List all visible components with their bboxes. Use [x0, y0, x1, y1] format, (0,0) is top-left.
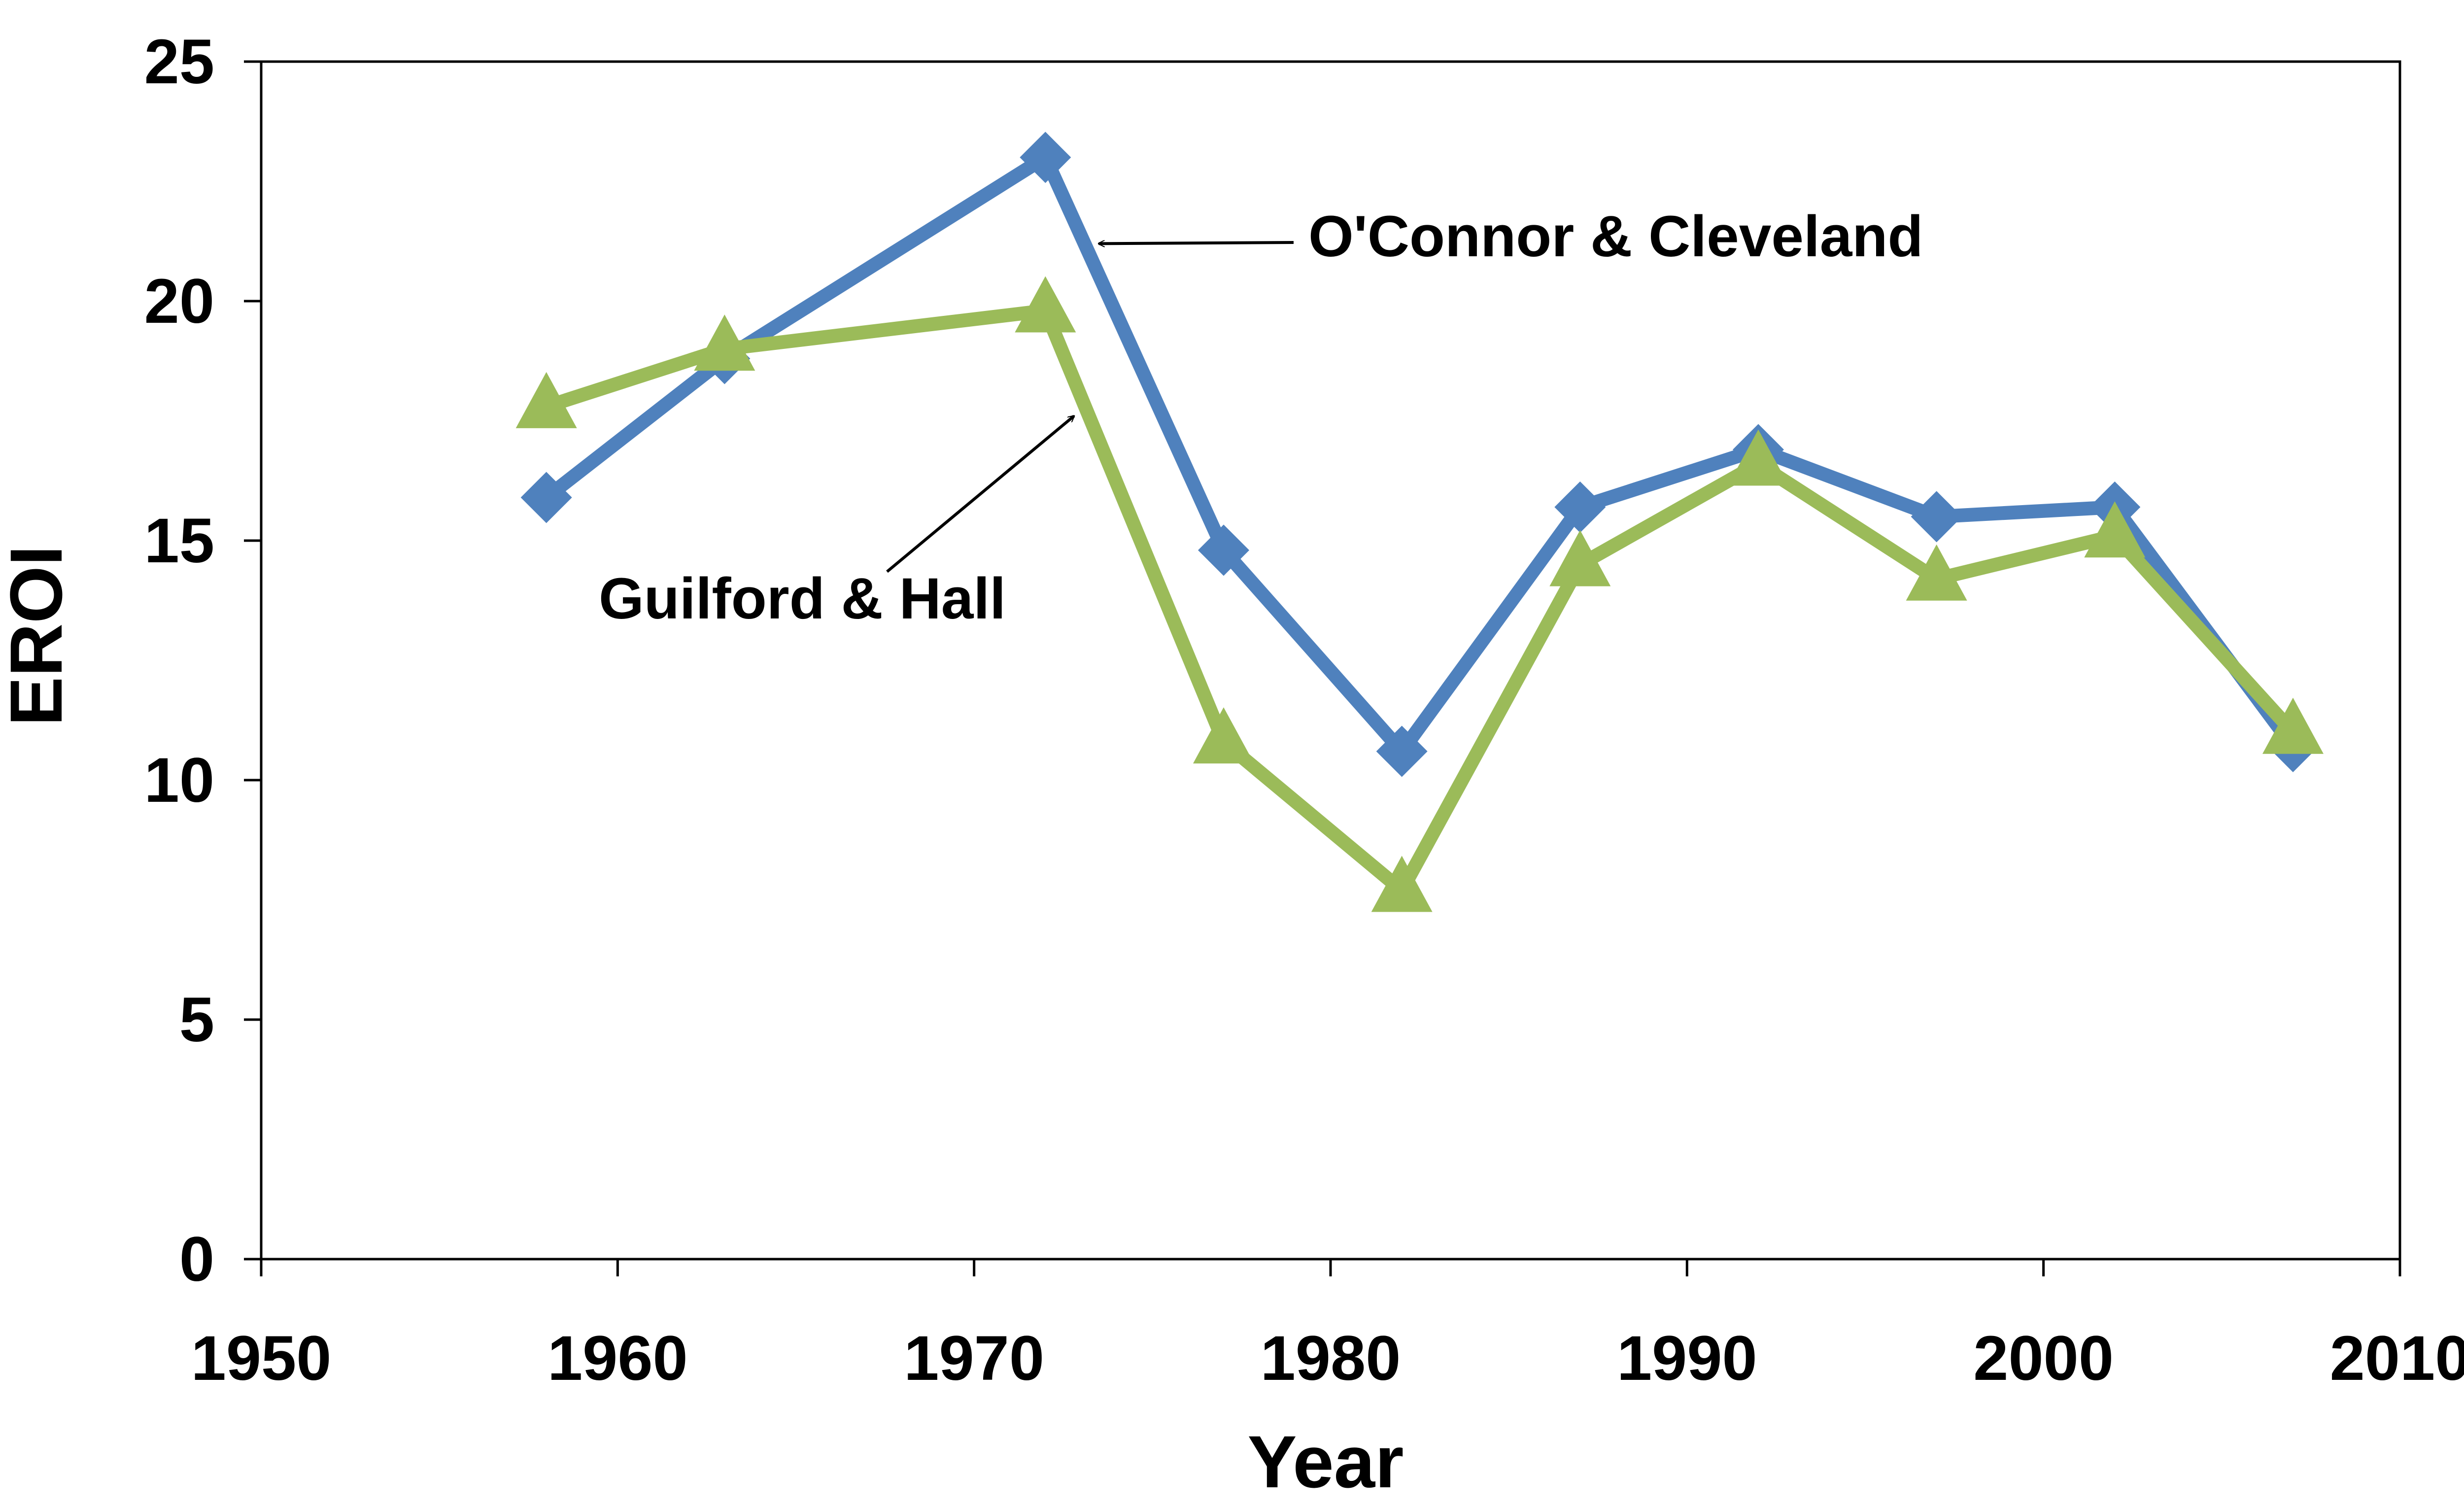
- data-point-triangle: [1015, 276, 1076, 333]
- data-point-diamond: [1198, 524, 1249, 576]
- x-tick-label: 1980: [1261, 1323, 1401, 1394]
- data-point-diamond: [1911, 491, 1962, 543]
- series-line: [539, 150, 2300, 758]
- series-line: [539, 304, 2300, 897]
- data-point-diamond: [1376, 725, 1428, 777]
- y-tick-label: 0: [179, 1224, 214, 1295]
- axes-layer: 0 5 10 15 20 25 1950 1960 1970 1980 1990 2000 2010: [144, 27, 2464, 1394]
- data-point-triangle: [2084, 501, 2146, 558]
- data-point-triangle: [1906, 544, 1967, 601]
- x-tick-label: 1960: [548, 1323, 688, 1394]
- x-tick-label: 2000: [1973, 1323, 2114, 1394]
- series-2: [515, 276, 2324, 912]
- data-point-triangle: [1371, 856, 1433, 912]
- annotation-label: O'Connor & Cleveland: [1308, 204, 1923, 269]
- data-point-triangle: [1549, 530, 1611, 586]
- data-point-triangle: [694, 314, 755, 371]
- y-tick-label: 10: [144, 745, 214, 816]
- data-point-diamond: [1020, 132, 1071, 183]
- x-tick-label: 1950: [191, 1323, 332, 1394]
- x-tick-label: 2010: [2330, 1323, 2464, 1394]
- annotation-arrow: [1099, 242, 1294, 243]
- data-point-diamond: [520, 472, 572, 523]
- data-point-triangle: [515, 372, 577, 428]
- annotations-layer: O'Connor & Cleveland Guilford & Hall: [599, 204, 1923, 631]
- y-tick-label: 25: [144, 27, 214, 97]
- data-point-triangle: [2262, 697, 2324, 754]
- y-tick-label: 5: [179, 985, 214, 1055]
- data-point-triangle: [1728, 429, 1789, 486]
- x-tick-label: 1990: [1617, 1323, 1757, 1394]
- annotation-label: Guilford & Hall: [599, 566, 1006, 631]
- x-axis-title: Year: [1248, 1420, 1404, 1503]
- y-tick-label: 20: [144, 266, 214, 337]
- series-layer: [515, 132, 2324, 912]
- data-point-diamond: [1554, 481, 1606, 533]
- y-tick-label: 15: [144, 506, 214, 576]
- data-point-triangle: [1193, 707, 1254, 764]
- y-axis-title: EROI: [0, 546, 77, 726]
- x-tick-label: 1970: [904, 1323, 1044, 1394]
- annotation-arrow: [886, 416, 1074, 573]
